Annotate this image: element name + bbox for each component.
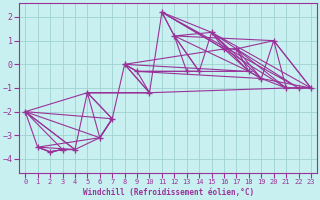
X-axis label: Windchill (Refroidissement éolien,°C): Windchill (Refroidissement éolien,°C) [83, 188, 254, 197]
